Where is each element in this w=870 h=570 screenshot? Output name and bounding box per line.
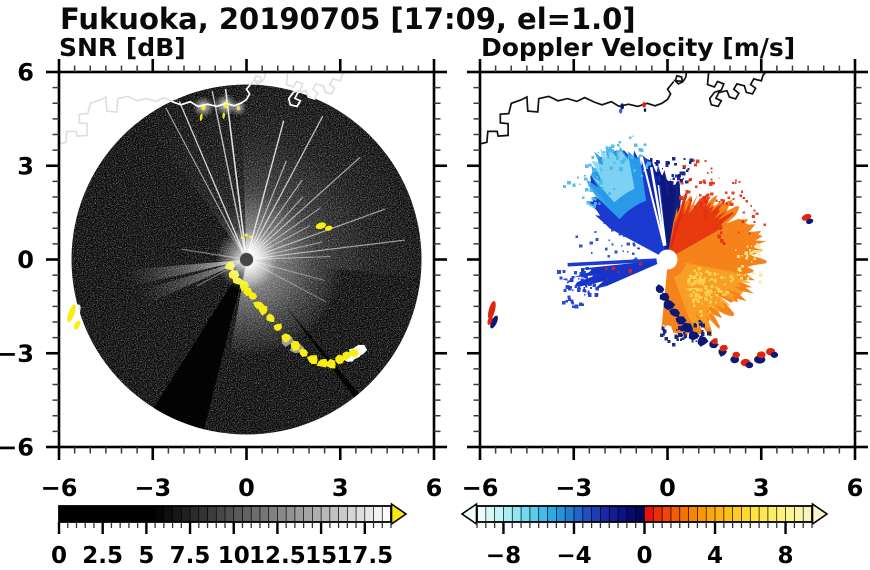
y-tick-label: 6: [17, 59, 34, 87]
velocity-fan-sector: [669, 193, 734, 255]
x-tick-label: −6: [462, 474, 499, 502]
snr-colorbar: 0 2.5 5 7.5 10 12.5 15 17.5: [51, 502, 408, 569]
coastline-path-faint: [285, 72, 347, 108]
x-tick-label: −3: [555, 474, 592, 502]
coastline-path: [706, 72, 768, 108]
coastline-path: [673, 72, 688, 85]
coastline-path: [480, 80, 675, 145]
colorbar-tick-label: 0: [51, 543, 67, 569]
colorbar-tick-label: −4: [556, 543, 591, 569]
snr-axes: −6 −3 0 3 6 6 3 0 −3 −6: [0, 59, 447, 502]
colorbar-tick-label: 2.5: [82, 543, 123, 569]
velocity-fan-sector: [659, 170, 682, 251]
colorbar-tick-label: 8: [778, 543, 794, 569]
colorbar-over-arrow: [811, 502, 829, 526]
y-tick-label: −3: [0, 340, 34, 368]
colorbar-tick-label: 7.5: [170, 543, 211, 569]
x-tick-label: 0: [238, 474, 255, 502]
velocity-fan-sector: [573, 260, 658, 289]
y-tick-label: 3: [17, 152, 34, 180]
colorbar-tick-label: 5: [138, 543, 154, 569]
colorbar-under-arrow: [460, 502, 478, 526]
velocity-panel-title: Doppler Velocity [m/s]: [481, 33, 796, 62]
coastline-path-faint: [252, 72, 267, 85]
snr-panel-title: SNR [dB]: [59, 33, 186, 62]
x-tick-label: 6: [847, 474, 864, 502]
x-tick-label: 0: [659, 474, 676, 502]
y-tick-label: −6: [0, 434, 34, 462]
velocity-axes: −6 −3 0 3 6: [462, 59, 868, 502]
x-tick-label: 3: [332, 474, 349, 502]
velocity-colorbar: −8 −4 0 4 8: [460, 502, 829, 569]
velocity-panel-plot: [480, 72, 814, 369]
figure-title: Fukuoka, 20190705 [17:09, el=1.0]: [60, 2, 636, 36]
colorbar-tick-label: 4: [707, 543, 723, 569]
colorbar-tick-label: −8: [486, 543, 521, 569]
x-tick-label: −6: [41, 474, 78, 502]
colorbar-tick-label: 17.5: [336, 543, 393, 569]
colorbar-tick-label: 15: [305, 543, 337, 569]
x-tick-label: 3: [753, 474, 770, 502]
y-tick-label: 0: [17, 246, 34, 274]
colorbar-over-arrow: [390, 502, 408, 526]
snr-panel-plot: [59, 72, 422, 435]
x-tick-label: −3: [134, 474, 171, 502]
x-tick-label: 6: [426, 474, 443, 502]
colorbar-tick-label: 0: [636, 543, 652, 569]
colorbar-tick-label: 10: [218, 543, 250, 569]
colorbar-tick-label: 12.5: [249, 543, 306, 569]
